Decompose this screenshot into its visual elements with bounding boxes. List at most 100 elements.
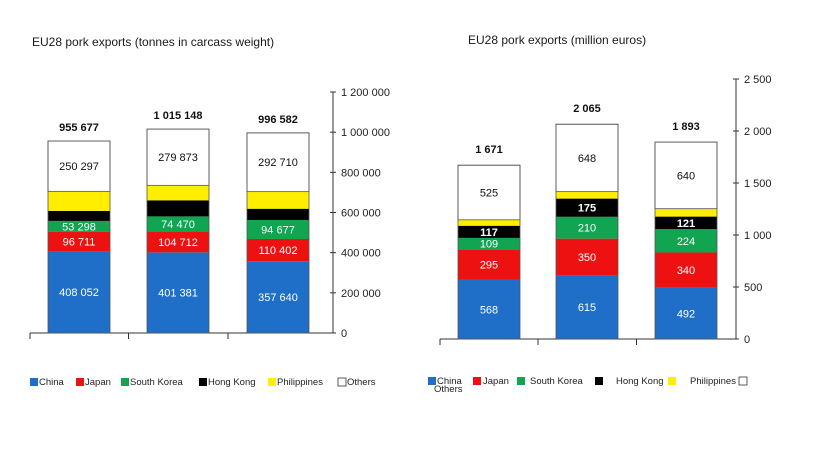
y-tick-label: 1 000 (744, 230, 772, 242)
bar-outline (47, 140, 111, 334)
y-tick-label: 200 000 (341, 288, 381, 300)
data-label-south-korea: 224 (677, 236, 695, 248)
legend-label-philippines: Philippines (690, 376, 736, 387)
legend-swatch-hong-kong (595, 377, 603, 385)
bar-philippines-3 (655, 208, 717, 217)
y-tick-label: 0 (744, 334, 750, 346)
bar-south-korea-3 (247, 219, 309, 240)
bar-china-2 (147, 252, 209, 333)
bar-outline (654, 141, 718, 340)
legend-label-others: Others (347, 377, 376, 388)
data-label-china: 568 (480, 304, 498, 316)
legend-swatch-others (738, 376, 748, 386)
legend-swatch-china (428, 377, 436, 385)
y-tick-label: 2 000 (744, 126, 772, 138)
total-label: 955 677 (59, 122, 99, 134)
data-label-hong-kong: 117 (480, 227, 498, 239)
bar-south-korea-2 (556, 216, 618, 239)
legend-swatch-china (30, 378, 38, 386)
y-tick-label: 2 500 (744, 74, 772, 86)
y-tick-label: 800 000 (341, 167, 381, 179)
y-tick-label: 1 000 000 (341, 127, 390, 139)
legend-swatch-philippines (668, 377, 676, 385)
bar-japan-3 (655, 252, 717, 288)
data-label-hong-kong: 175 (578, 203, 596, 215)
data-label-south-korea: 53 298 (62, 221, 96, 233)
chart-title-euros: EU28 pork exports (million euros) (468, 33, 646, 47)
legend-label-south-korea: South Korea (530, 376, 584, 387)
data-label-china: 408 052 (59, 287, 99, 299)
bar-hong-kong-3 (655, 216, 717, 230)
data-label-others: 292 710 (258, 157, 298, 169)
legend-label-japan: Japan (85, 377, 111, 388)
legend-swatch-south-korea (121, 378, 129, 386)
bar-philippines-2 (147, 185, 209, 201)
legend-label-china: China (39, 377, 65, 388)
data-label-japan: 350 (578, 252, 596, 264)
legend-label-south-korea: South Korea (130, 377, 184, 388)
legend-swatch-philippines (268, 378, 276, 386)
total-label: 2 065 (573, 103, 601, 115)
bar-china-1 (458, 279, 520, 339)
bar-china-3 (655, 287, 717, 339)
bar-south-korea-3 (655, 229, 717, 253)
bar-others-2 (555, 123, 619, 193)
data-label-japan: 104 712 (158, 237, 198, 249)
bar-outline (457, 164, 521, 340)
bar-hong-kong-3 (247, 208, 309, 220)
legend-label-philippines: Philippines (277, 377, 323, 388)
bar-hong-kong-1 (458, 225, 520, 238)
data-label-china: 615 (578, 302, 596, 314)
bar-japan-2 (147, 231, 209, 253)
legend-swatch-japan (473, 377, 481, 385)
data-label-china: 401 381 (158, 288, 198, 300)
bar-hong-kong-1 (48, 210, 110, 221)
data-label-japan: 96 711 (63, 236, 96, 248)
bar-japan-1 (458, 249, 520, 280)
y-tick-label: 500 (744, 282, 762, 294)
bar-hong-kong-2 (556, 198, 618, 217)
bar-philippines-1 (48, 191, 110, 211)
data-label-japan: 340 (677, 265, 695, 277)
y-tick-label: 400 000 (341, 248, 381, 260)
legend-label-hong-kong: Hong Kong (616, 376, 664, 387)
chart-title-tonnes: EU28 pork exports (tonnes in carcass wei… (32, 35, 274, 49)
bar-hong-kong-2 (147, 200, 209, 217)
bar-japan-3 (247, 239, 309, 262)
bar-outline (146, 128, 210, 334)
data-label-others: 279 873 (158, 152, 198, 164)
y-tick-label: 1 500 (744, 178, 772, 190)
y-tick-label: 600 000 (341, 208, 381, 220)
legend-swatch-south-korea (517, 377, 525, 385)
data-label-south-korea: 94 677 (261, 224, 295, 236)
data-label-china: 357 640 (258, 292, 298, 304)
bar-others-3 (654, 141, 718, 210)
data-label-hong-kong: 121 (677, 218, 695, 230)
legend-label-hong-kong: Hong Kong (208, 377, 256, 388)
legend-swatch-hong-kong (199, 378, 207, 386)
total-label: 1 671 (475, 144, 503, 156)
legend-swatch-japan (76, 378, 84, 386)
data-label-others: 250 297 (59, 161, 99, 173)
bar-others-1 (457, 164, 521, 221)
data-label-others: 648 (578, 153, 596, 165)
data-label-china: 492 (677, 308, 695, 320)
data-label-south-korea: 109 (480, 239, 498, 251)
bar-outline (246, 132, 310, 334)
data-label-japan: 110 402 (259, 245, 298, 257)
bar-japan-1 (48, 231, 110, 252)
bar-japan-2 (556, 238, 618, 276)
bar-china-1 (48, 251, 110, 333)
chart-tonnes: 0 200 000 400 000 600 000 800 000 1 000 000 1 … (29, 87, 390, 388)
total-label: 1 015 148 (154, 110, 203, 122)
data-label-japan: 295 (480, 260, 498, 272)
bar-china-2 (556, 275, 618, 339)
data-label-south-korea: 74 470 (161, 219, 195, 231)
data-label-others: 640 (677, 170, 695, 182)
total-label: 1 893 (672, 121, 700, 133)
bar-outline (555, 123, 619, 340)
y-tick-label: 1 200 000 (341, 87, 390, 99)
bar-south-korea-2 (147, 216, 209, 232)
